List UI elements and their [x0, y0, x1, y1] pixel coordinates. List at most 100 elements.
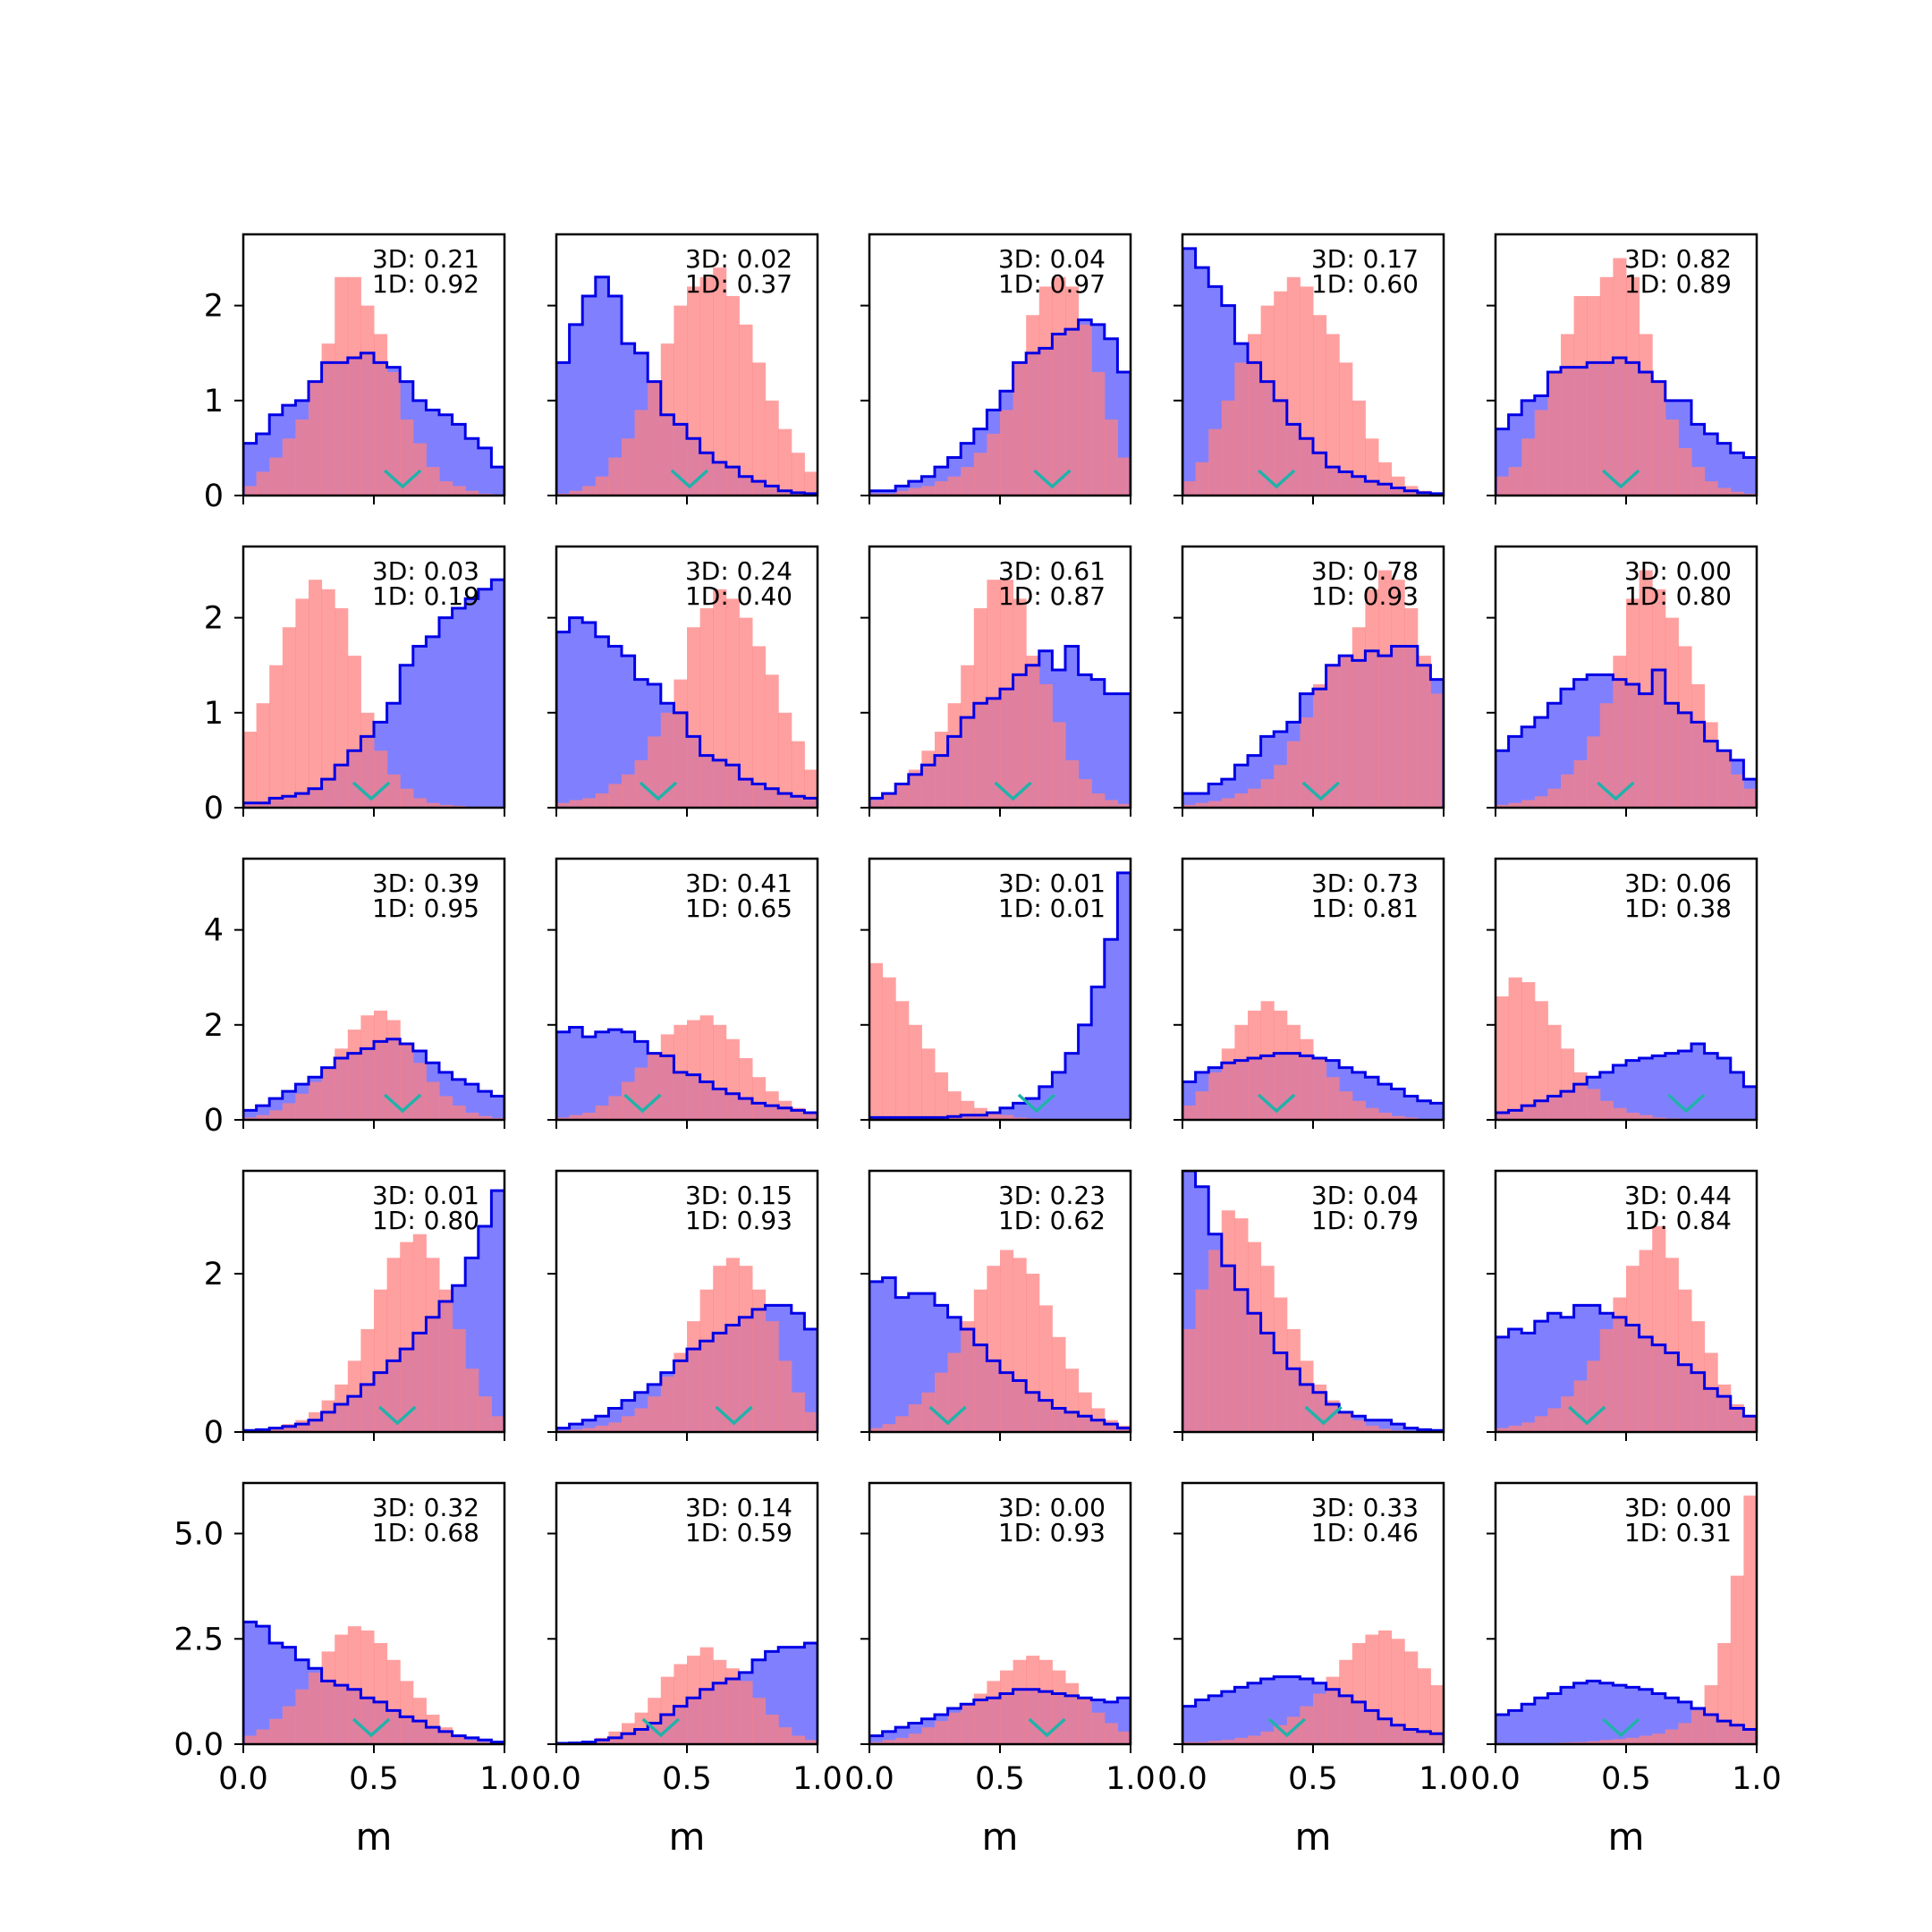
red-bar [1313, 315, 1327, 496]
red-bar [608, 457, 623, 496]
red-bar [1260, 1001, 1275, 1120]
blue-bar [491, 580, 504, 808]
blue-bar [1378, 1084, 1393, 1120]
blue-bar [869, 1735, 884, 1744]
red-bar [309, 580, 323, 808]
red-bar [1573, 759, 1588, 808]
red-bar [1652, 589, 1666, 808]
blue-bar [608, 646, 623, 808]
panel-annotation: 3D: 0.61 [998, 556, 1106, 586]
red-bar [1547, 788, 1562, 808]
red-bar [1234, 1737, 1249, 1744]
red-bar [648, 1396, 662, 1432]
red-bar [465, 1113, 479, 1120]
red-bar [256, 471, 270, 496]
blue-step-outline [556, 275, 818, 496]
red-bar [882, 1424, 896, 1432]
red-bar [582, 798, 597, 808]
red-bar [269, 1428, 284, 1432]
red-bar [778, 1360, 792, 1432]
panel-annotation: 3D: 0.21 [372, 244, 479, 274]
panel-annotation: 3D: 0.39 [372, 869, 479, 898]
red-bar [1496, 996, 1510, 1120]
red-bar [1013, 598, 1027, 808]
red-bar [256, 703, 270, 808]
red-bar [1365, 589, 1379, 808]
red-bar [1391, 580, 1405, 808]
estimate-marker [1257, 1093, 1296, 1114]
blue-bar [478, 1225, 492, 1432]
blue-step-outline [243, 352, 504, 496]
red-bar [582, 1428, 597, 1432]
red-bar [295, 419, 309, 496]
x-axis-label: m [1295, 1815, 1332, 1859]
red-bar [725, 1038, 740, 1120]
red-bar [1234, 1218, 1249, 1432]
red-bar [973, 453, 987, 496]
estimate-marker [1033, 469, 1072, 489]
red-bar [973, 1693, 987, 1744]
y-tick-label: 2 [204, 289, 224, 325]
red-bar [687, 286, 701, 496]
blue-bar [556, 631, 571, 808]
panel-annotation: 1D: 0.65 [685, 894, 792, 923]
blue-bar [1534, 1321, 1548, 1432]
red-bar [1000, 1250, 1014, 1432]
red-bar [804, 769, 818, 808]
red-bar [426, 1258, 440, 1432]
red-bar [295, 1093, 309, 1120]
red-bar [243, 1735, 258, 1744]
red-bar [1117, 1731, 1131, 1744]
panel-plot-area [556, 1015, 818, 1120]
estimate-marker [1601, 469, 1640, 489]
red-bar [622, 1081, 636, 1120]
blue-bar [869, 1281, 884, 1432]
panel-annotation: 1D: 0.79 [1311, 1206, 1419, 1235]
blue-bar [1704, 433, 1718, 496]
red-bar [1286, 1328, 1301, 1432]
red-bar [1404, 1651, 1419, 1744]
red-bar [1613, 258, 1627, 496]
red-bar [400, 419, 414, 496]
blue-bar [869, 490, 884, 496]
panel-annotation: 1D: 0.80 [1624, 581, 1732, 611]
red-bar [921, 1392, 936, 1432]
blue-bar [1091, 987, 1106, 1120]
red-bar [374, 1289, 388, 1432]
red-bar [1587, 1741, 1601, 1744]
x-tick-label: 1.0 [479, 1761, 530, 1797]
red-bar [699, 1289, 714, 1432]
panel-annotation: 3D: 0.01 [998, 869, 1106, 898]
red-bar [961, 467, 975, 496]
blue-bar [1195, 1699, 1209, 1744]
panel-annotation: 3D: 0.14 [685, 1493, 792, 1522]
panel-annotation: 1D: 0.80 [372, 1206, 479, 1235]
red-bar [439, 1727, 453, 1744]
red-bar [1704, 722, 1718, 808]
red-bar [1352, 627, 1366, 808]
y-tick-label: 2 [204, 601, 224, 637]
red-bar [987, 580, 1001, 808]
blue-step-outline [556, 1641, 818, 1744]
red-bar [1704, 481, 1718, 496]
red-bar [1352, 400, 1366, 496]
blue-bar [243, 1622, 258, 1744]
blue-bar [582, 296, 597, 496]
blue-bar [569, 1424, 583, 1432]
panel-plot-area [243, 1620, 504, 1744]
blue-bar [569, 617, 583, 808]
red-bar [1534, 410, 1548, 496]
red-bar [360, 1630, 375, 1744]
red-bar [1013, 1117, 1027, 1120]
panel-plot-area [1496, 977, 1757, 1120]
y-tick-label: 2.5 [174, 1622, 224, 1657]
red-bar [935, 1072, 949, 1120]
red-bar [1365, 1634, 1379, 1744]
red-bar [1730, 491, 1744, 496]
red-bar [321, 1067, 335, 1120]
blue-bar [491, 467, 504, 496]
red-bar [1182, 1106, 1197, 1120]
red-bar [725, 1668, 740, 1744]
blue-bar [1104, 939, 1118, 1120]
red-bar [869, 800, 884, 808]
